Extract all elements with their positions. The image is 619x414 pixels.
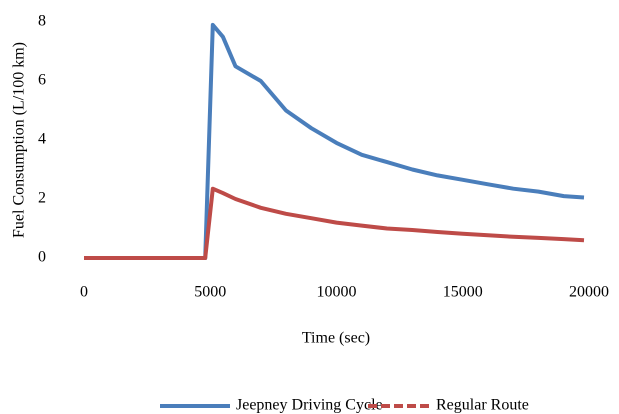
y-tick-label: 4: [38, 131, 46, 148]
x-tick-label: 0: [80, 284, 88, 301]
y-tick-label: 0: [38, 249, 46, 266]
x-tick-label: 10000: [317, 284, 357, 301]
data-line: [84, 22, 585, 260]
y-tick-label: 8: [38, 13, 46, 30]
data-line: [84, 186, 585, 260]
y-tick-label: 6: [38, 72, 46, 89]
legend-label: Jeepney Driving Cycle: [236, 397, 383, 414]
x-tick-label: 20000: [569, 284, 609, 301]
legend-label: Regular Route: [436, 397, 529, 414]
y-tick-label: 2: [38, 190, 46, 207]
x-tick-label: 15000: [443, 284, 483, 301]
y-axis-title: Fuel Consumption (L/100 km): [11, 42, 28, 238]
x-tick-label: 5000: [194, 284, 226, 301]
x-axis-title: Time (sec): [302, 330, 370, 347]
